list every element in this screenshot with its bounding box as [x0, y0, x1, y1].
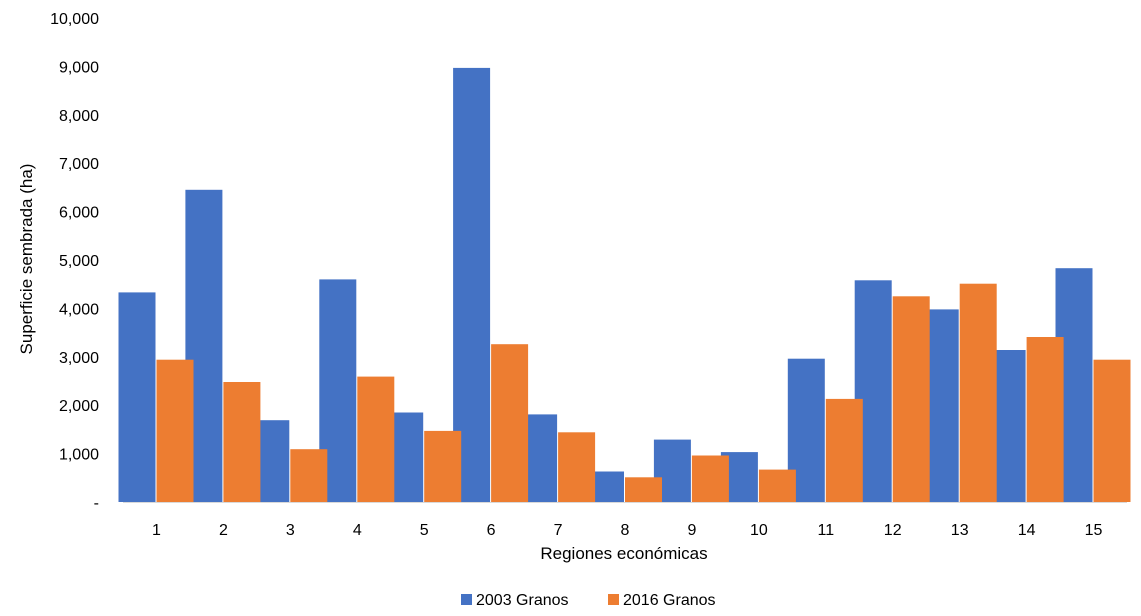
bar-2016-granos-region-8	[625, 477, 662, 502]
y-tick-label: -	[94, 495, 99, 512]
bar-2016-granos-region-11	[825, 398, 863, 502]
x-tick-label: 4	[353, 522, 362, 539]
y-tick-label: 10,000	[50, 11, 99, 28]
y-tick-label: 2,000	[59, 398, 99, 415]
x-tick-label: 11	[817, 522, 834, 539]
bar-2016-granos-region-15	[1093, 359, 1131, 502]
y-axis-title: Superficie sembrada (ha)	[17, 164, 36, 355]
bar-2016-granos-region-10	[758, 469, 796, 502]
x-tick-label: 7	[554, 522, 563, 539]
legend-label: 2003 Granos	[476, 592, 569, 609]
y-tick-label: 1,000	[59, 447, 99, 464]
x-tick-label: 6	[487, 522, 496, 539]
y-tick-label: 4,000	[59, 301, 99, 318]
legend-swatch	[608, 594, 619, 605]
bar-2016-granos-region-4	[357, 376, 395, 502]
y-axis-ticks: - 1,000 2,000 3,000 4,000 5,000 6,000 7,000 8,00…	[50, 11, 99, 512]
y-tick-label: 7,000	[59, 156, 99, 173]
y-tick-label: 5,000	[59, 253, 99, 270]
legend: 2003 Granos 2016 Granos	[461, 592, 716, 609]
y-tick-label: 9,000	[59, 59, 99, 76]
bar-2016-granos-region-13	[959, 283, 997, 502]
y-tick-label: 3,000	[59, 350, 99, 367]
bar-2016-granos-region-3	[290, 449, 328, 502]
y-tick-label: 8,000	[59, 108, 99, 125]
bar-2016-granos-region-9	[691, 455, 729, 502]
x-tick-label: 2	[219, 522, 228, 539]
bar-2016-granos-region-2	[223, 382, 261, 502]
bar-2016-granos-region-5	[424, 430, 462, 502]
y-tick-label: 6,000	[59, 205, 99, 222]
legend-label: 2016 Granos	[623, 592, 716, 609]
legend-swatch	[461, 594, 472, 605]
bars	[118, 67, 1131, 503]
bar-2016-granos-region-6	[491, 344, 529, 502]
x-tick-label: 10	[750, 522, 768, 539]
bar-2016-granos-region-14	[1026, 337, 1064, 502]
bar-2003-granos-region-1	[118, 292, 156, 502]
x-tick-label: 3	[286, 522, 295, 539]
x-tick-label: 9	[687, 522, 696, 539]
x-tick-label: 12	[884, 522, 902, 539]
bar-2016-granos-region-12	[892, 296, 930, 502]
x-tick-label: 14	[1018, 522, 1036, 539]
x-tick-label: 13	[951, 522, 969, 539]
x-axis-title: Regiones económicas	[540, 544, 707, 563]
bar-2016-granos-region-1	[156, 359, 194, 502]
x-tick-label: 15	[1085, 522, 1103, 539]
bar-2016-granos-region-7	[558, 432, 596, 502]
bar-2003-granos-region-6	[453, 67, 491, 503]
x-tick-label: 8	[621, 522, 630, 539]
x-tick-label: 5	[420, 522, 429, 539]
x-axis-ticks: 1 2 3 4 5 6 7 8 9 10 11 12 13 14 15	[152, 522, 1102, 539]
x-tick-label: 1	[152, 522, 161, 539]
